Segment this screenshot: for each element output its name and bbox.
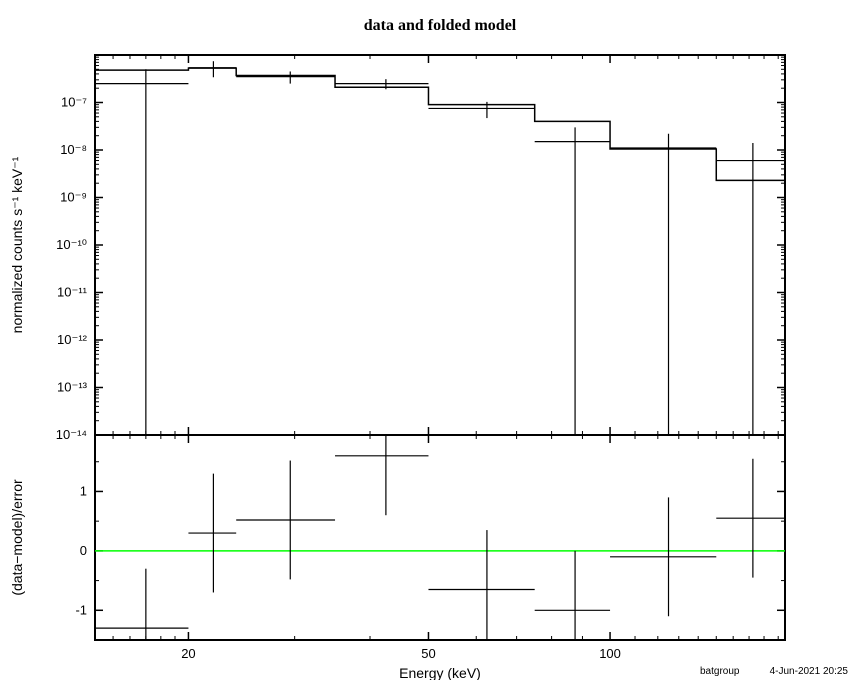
svg-text:1: 1 [80,483,87,498]
svg-text:10⁻¹²: 10⁻¹² [57,332,88,347]
svg-text:-1: -1 [75,602,87,617]
plot-svg: data and folded model 20 50 100 Energy (keV)… [0,0,850,680]
svg-text:10⁻⁷: 10⁻⁷ [61,95,87,110]
svg-text:data and folded model: data and folded model [364,17,517,34]
svg-text:100: 100 [599,646,621,661]
svg-text:(data−model)/error: (data−model)/error [9,479,25,596]
svg-text:normalized counts s⁻¹ keV⁻¹: normalized counts s⁻¹ keV⁻¹ [9,156,25,333]
svg-text:10⁻¹⁴: 10⁻¹⁴ [56,427,87,442]
svg-text:batgroup: batgroup [700,666,740,677]
svg-text:10⁻⁸: 10⁻⁸ [60,142,87,157]
svg-text:10⁻¹⁰: 10⁻¹⁰ [56,237,87,252]
svg-text:20: 20 [181,646,195,661]
svg-text:0: 0 [80,543,87,558]
svg-text:10⁻¹³: 10⁻¹³ [57,380,88,395]
spectrum-plot: data and folded model 20 50 100 Energy (keV)… [0,0,850,680]
svg-text:50: 50 [421,646,435,661]
svg-text:4-Jun-2021 20:25: 4-Jun-2021 20:25 [770,666,849,677]
svg-text:10⁻⁹: 10⁻⁹ [60,190,87,205]
svg-text:Energy (keV): Energy (keV) [399,665,481,680]
svg-text:10⁻¹¹: 10⁻¹¹ [57,285,88,300]
